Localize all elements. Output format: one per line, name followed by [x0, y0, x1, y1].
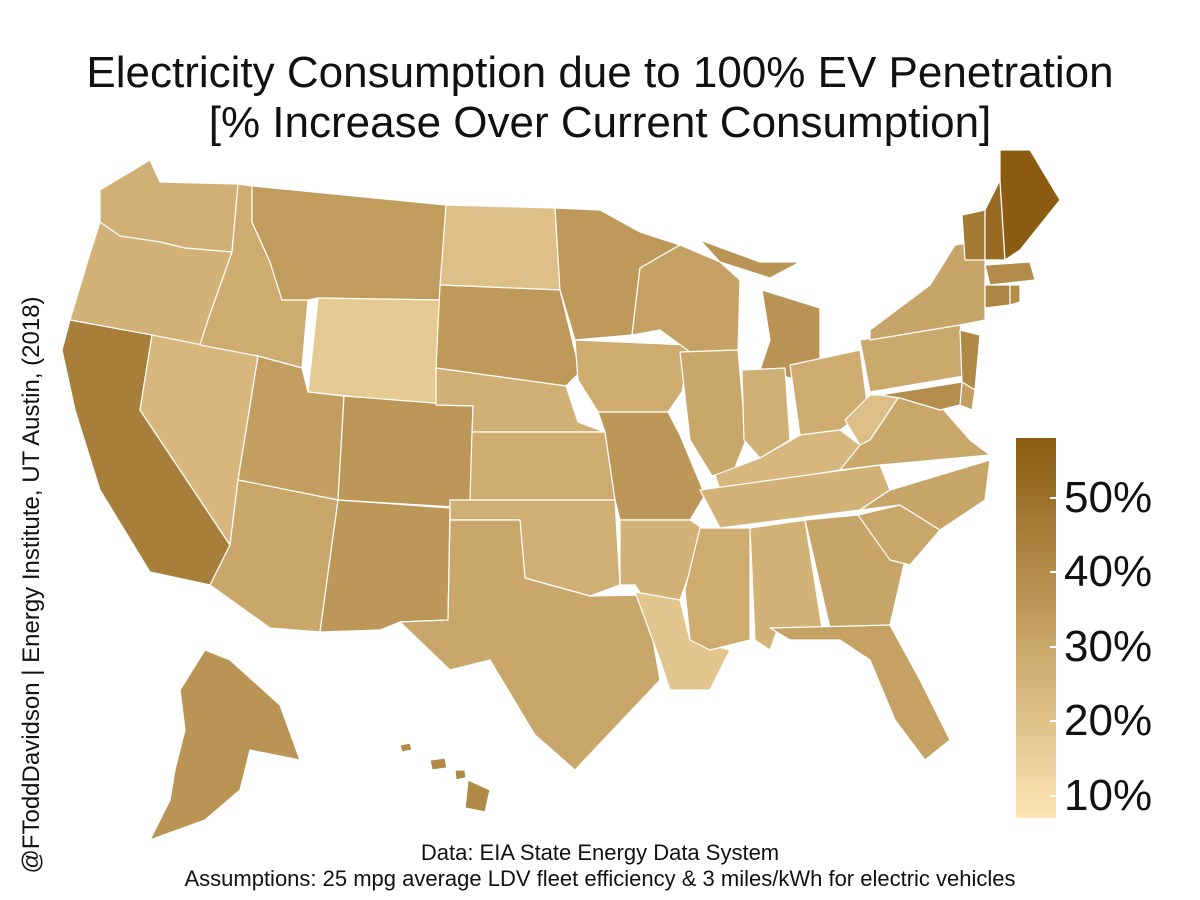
legend-tick-mark	[1050, 720, 1058, 723]
state-tx	[399, 519, 661, 771]
state-nc	[859, 459, 991, 531]
state-fl	[769, 624, 951, 761]
state-ks	[469, 431, 616, 501]
state-ak	[149, 649, 301, 841]
state-sd	[435, 284, 581, 387]
chart-title-line-1: Electricity Consumption due to 100% EV P…	[86, 48, 1114, 97]
footer-data-source: Data: EIA State Energy Data System	[420, 840, 780, 865]
legend-tick-mark	[1050, 794, 1058, 797]
state-ct	[984, 284, 1011, 309]
state-mt	[251, 185, 447, 301]
state-co	[337, 395, 474, 509]
state-sc	[857, 504, 941, 566]
state-ia	[574, 339, 691, 413]
legend-tick-mark	[1050, 496, 1058, 499]
state-vt	[961, 209, 986, 261]
state-mi	[699, 239, 821, 379]
state-ri	[1009, 284, 1021, 306]
legend-tick-label: 40%	[1064, 547, 1153, 597]
legend-color-bar	[1016, 438, 1056, 818]
footer-assumptions: Assumptions: 25 mpg average LDV fleet ef…	[184, 866, 1016, 891]
legend-tick-label: 30%	[1064, 621, 1153, 671]
legend-tick-mark	[1050, 645, 1058, 648]
state-ny	[869, 239, 986, 341]
state-la	[634, 591, 731, 691]
state-nd	[439, 204, 561, 291]
state-md	[879, 381, 963, 411]
state-wy	[307, 297, 441, 406]
state-nm	[319, 499, 451, 633]
chart-title-line-2: [% Increase Over Current Consumption]	[208, 98, 992, 147]
side-credit: @FToddDavidson | Energy Institute, UT Au…	[18, 296, 45, 874]
legend-tick-label: 10%	[1064, 770, 1153, 820]
legend-tick-label: 50%	[1064, 472, 1153, 522]
state-il	[679, 349, 747, 477]
state-ma	[984, 261, 1036, 286]
state-nj	[959, 329, 981, 391]
legend-tick-mark	[1050, 571, 1058, 574]
state-wv	[844, 394, 901, 446]
state-hi	[399, 742, 491, 813]
legend-tick-label: 20%	[1064, 696, 1153, 746]
state-me	[999, 149, 1061, 261]
